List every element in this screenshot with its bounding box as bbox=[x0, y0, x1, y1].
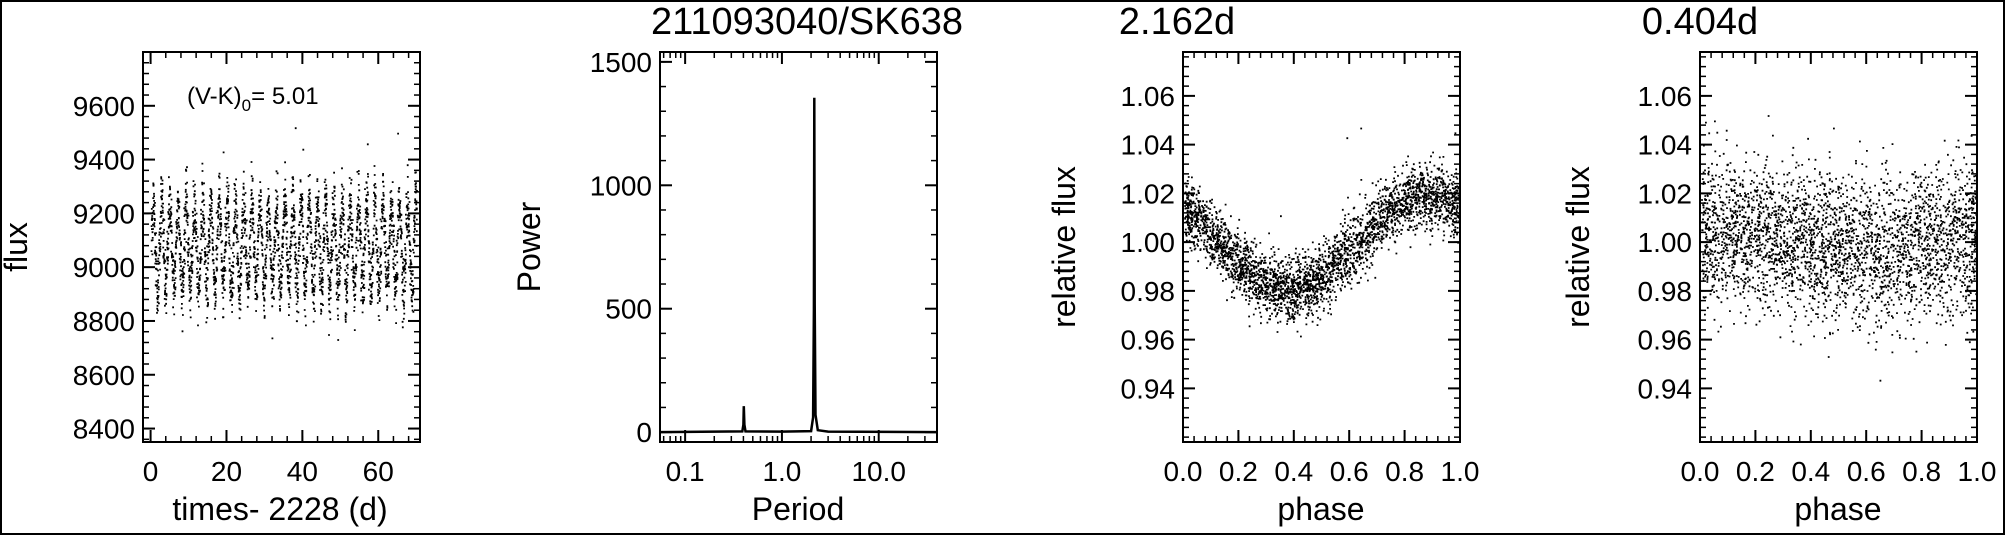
x-tick-label: 0.1 bbox=[666, 456, 705, 487]
panel-phase-primary: 2.162d relative flux phase 0.0 0.2 0.4 0.6 0… bbox=[1046, 1, 1479, 527]
x-tick-label: 0.8 bbox=[1385, 456, 1424, 487]
y-tick-label: 8600 bbox=[73, 360, 135, 391]
x-tick-label: 20 bbox=[211, 456, 242, 487]
y-axis-label: relative flux bbox=[1560, 166, 1596, 328]
y-tick-label: 1.04 bbox=[1121, 130, 1176, 161]
y-tick-label: 9200 bbox=[73, 198, 135, 229]
y-axis-label: flux bbox=[0, 222, 34, 272]
x-tick-label: 1.0 bbox=[1441, 456, 1480, 487]
color-index-annotation: (V-K)0= 5.01 bbox=[187, 83, 319, 115]
x-tick-label: 1.0 bbox=[762, 456, 801, 487]
y-tick-label: 1.06 bbox=[1638, 81, 1693, 112]
x-tick-label: 40 bbox=[287, 456, 318, 487]
x-tick-label: 0.8 bbox=[1902, 456, 1941, 487]
y-tick-label: 0 bbox=[636, 417, 652, 448]
plot-frame bbox=[1182, 51, 1461, 443]
x-tick-label: 1.0 bbox=[1958, 456, 1997, 487]
x-axis-label: times- 2228 (d) bbox=[172, 491, 387, 527]
panel-phase-secondary: 0.404d relative flux phase 0.0 0.2 0.4 0.6 0… bbox=[1560, 1, 1996, 527]
y-tick-label: 0.96 bbox=[1638, 325, 1693, 356]
y-tick-label: 1.06 bbox=[1121, 81, 1176, 112]
panel-periodogram: Power Period 0.1 1.0 10.0 0 500 1000 1500 bbox=[511, 47, 938, 527]
y-tick-label: 9400 bbox=[73, 145, 135, 176]
x-tick-label: 0.6 bbox=[1847, 456, 1886, 487]
x-tick-label: 0.0 bbox=[1164, 456, 1203, 487]
y-axis-label: Power bbox=[511, 201, 547, 292]
y-tick-label: 500 bbox=[605, 294, 652, 325]
y-tick-label: 0.94 bbox=[1638, 373, 1693, 404]
x-tick-label: 0.4 bbox=[1791, 456, 1830, 487]
data-points bbox=[1701, 115, 1978, 382]
x-tick-label: 0.0 bbox=[1681, 456, 1720, 487]
data-points bbox=[150, 127, 418, 341]
panel-flux-time: flux times- 2228 (d) (V-K)0= 5.01 0 20 40 6… bbox=[0, 51, 421, 527]
x-axis-label: phase bbox=[1277, 491, 1364, 527]
panel-title: 2.162d bbox=[1119, 1, 1235, 43]
y-tick-label: 0.98 bbox=[1121, 276, 1176, 307]
x-tick-label: 60 bbox=[363, 456, 394, 487]
y-tick-label: 1.04 bbox=[1638, 130, 1693, 161]
y-tick-label: 1000 bbox=[590, 170, 652, 201]
periodogram-line bbox=[659, 97, 938, 434]
annotation-main: (V-K) bbox=[187, 83, 242, 110]
data-points bbox=[1184, 127, 1461, 338]
plot-frame bbox=[142, 51, 421, 443]
y-tick-label: 1500 bbox=[590, 47, 652, 78]
x-tick-label: 0.2 bbox=[1736, 456, 1775, 487]
y-tick-label: 9600 bbox=[73, 91, 135, 122]
y-tick-label: 1.00 bbox=[1121, 227, 1176, 258]
x-axis-label: Period bbox=[752, 491, 845, 527]
annotation-value: = 5.01 bbox=[251, 83, 318, 110]
panel-title: 0.404d bbox=[1642, 1, 1758, 43]
y-axis-label: relative flux bbox=[1046, 166, 1082, 328]
x-tick-label: 0 bbox=[143, 456, 159, 487]
plot-frame bbox=[1699, 51, 1978, 443]
y-tick-label: 8800 bbox=[73, 306, 135, 337]
plot-frame bbox=[659, 51, 938, 443]
x-axis-label: phase bbox=[1794, 491, 1881, 527]
y-tick-label: 0.98 bbox=[1638, 276, 1693, 307]
x-tick-label: 0.4 bbox=[1274, 456, 1313, 487]
y-tick-label: 8400 bbox=[73, 414, 135, 445]
y-tick-label: 9000 bbox=[73, 252, 135, 283]
y-tick-label: 0.96 bbox=[1121, 325, 1176, 356]
y-tick-label: 0.94 bbox=[1121, 373, 1176, 404]
y-tick-label: 1.02 bbox=[1638, 178, 1693, 209]
y-tick-label: 1.00 bbox=[1638, 227, 1693, 258]
x-tick-label: 10.0 bbox=[851, 456, 906, 487]
figure-title: 211093040/SK638 bbox=[651, 1, 963, 43]
annotation-subscript: 0 bbox=[242, 96, 251, 115]
x-tick-label: 0.2 bbox=[1219, 456, 1258, 487]
x-tick-label: 0.6 bbox=[1330, 456, 1369, 487]
y-tick-label: 1.02 bbox=[1121, 178, 1176, 209]
